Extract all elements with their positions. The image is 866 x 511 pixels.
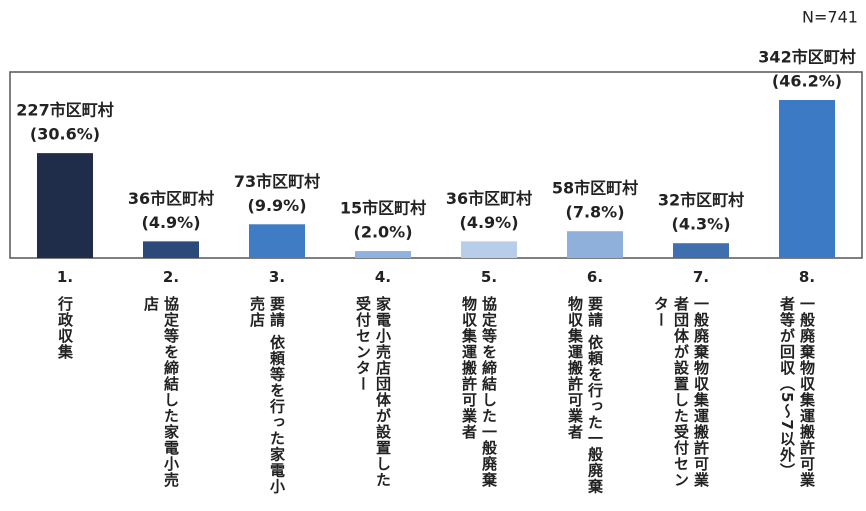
- bar: [249, 224, 305, 258]
- bar: [461, 241, 517, 258]
- value-label: 36市区町村: [128, 189, 214, 208]
- share-label: (30.6%): [30, 125, 100, 144]
- plot-frame: [9, 71, 863, 259]
- share-label: (4.9%): [142, 213, 201, 232]
- category-label: 要請 依頼等を行った家電小売店: [248, 296, 286, 495]
- share-label: (2.0%): [354, 223, 413, 242]
- category-number: 8.: [798, 268, 816, 286]
- category-number: 7.: [692, 268, 710, 286]
- category-number: 5.: [480, 268, 498, 286]
- share-label: (4.3%): [672, 215, 731, 234]
- share-label: (9.9%): [248, 196, 307, 215]
- category-number: 3.: [268, 268, 286, 286]
- category-label: 協定等を締結した一般廃棄物収集運搬許可業者: [460, 296, 498, 488]
- bar: [355, 251, 411, 258]
- category-number: 1.: [56, 268, 74, 286]
- category-label: 協定等を締結した家電小売店: [142, 296, 180, 488]
- category-label: 家電小売店団体が設置した受付センター: [354, 296, 392, 488]
- share-label: (46.2%): [772, 72, 842, 91]
- share-label: (4.9%): [460, 213, 519, 232]
- value-label: 227市区町村: [16, 101, 113, 120]
- category-label: 一般廃棄物収集運搬許可業者等が回収（5～7以外）: [778, 296, 816, 488]
- bar: [567, 231, 623, 258]
- share-label: (7.8%): [566, 203, 625, 222]
- value-label: 36市区町村: [446, 189, 532, 208]
- value-label: 15市区町村: [340, 199, 426, 218]
- category-label: 要請 依頼を行った一般廃棄物収集運搬許可業者: [566, 296, 604, 495]
- category-label: 行政収集: [56, 296, 74, 360]
- value-label: 73市区町村: [234, 172, 320, 191]
- sample-size: N=741: [802, 8, 858, 27]
- value-label: 58市区町村: [552, 179, 638, 198]
- bar: [779, 100, 835, 258]
- bar: [37, 153, 93, 258]
- bar: [673, 243, 729, 258]
- value-label: 342市区町村: [758, 48, 855, 67]
- category-number: 2.: [162, 268, 180, 286]
- category-number: 4.: [374, 268, 392, 286]
- value-label: 32市区町村: [658, 191, 744, 210]
- bar: [143, 241, 199, 258]
- category-label: 一般廃棄物収集運搬許可業者団体が設置した受付センター: [652, 296, 710, 488]
- category-number: 6.: [586, 268, 604, 286]
